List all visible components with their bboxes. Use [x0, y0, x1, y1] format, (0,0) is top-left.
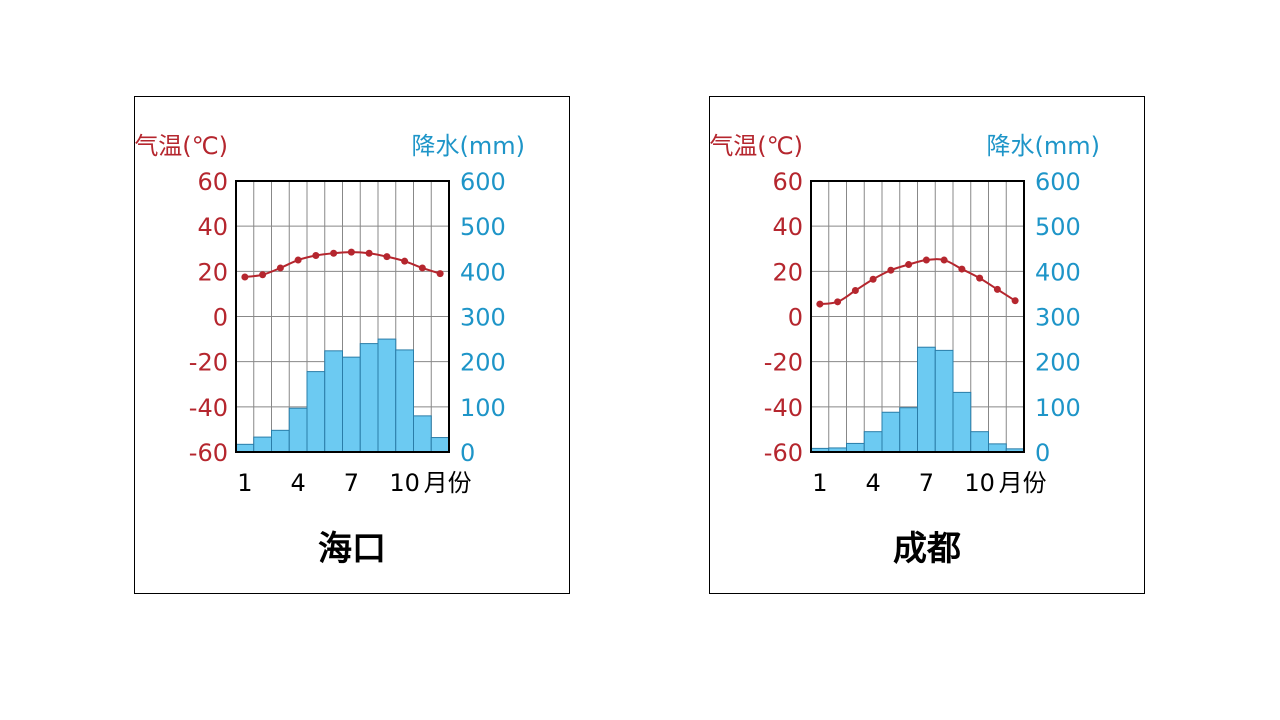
temperature-tick-label: 0 — [788, 304, 803, 332]
precipitation-tick-label: 0 — [1035, 439, 1050, 467]
temperature-point — [869, 275, 877, 283]
precipitation-tick-label: 400 — [460, 258, 506, 286]
temperature-axis-label: 气温(℃) — [710, 132, 803, 160]
temperature-tick-label: 60 — [772, 168, 803, 196]
month-axis-unit: 月份 — [424, 469, 472, 497]
month-axis-unit: 月份 — [999, 469, 1047, 497]
temperature-point — [276, 264, 284, 272]
temperature-point — [401, 257, 409, 265]
temperature-point — [887, 266, 895, 274]
temperature-tick-label: -60 — [189, 439, 228, 467]
precipitation-bar — [413, 415, 432, 453]
temperature-point — [993, 285, 1001, 293]
temperature-point — [922, 256, 930, 264]
city-name: 成都 — [893, 529, 961, 569]
precipitation-tick-label: 600 — [460, 168, 506, 196]
temperature-tick-label: 60 — [197, 168, 228, 196]
precipitation-bar — [899, 407, 918, 453]
precipitation-tick-label: 300 — [1035, 304, 1081, 332]
precipitation-bar — [970, 431, 989, 453]
month-tick-label: 7 — [344, 469, 359, 497]
month-tick-label: 1 — [237, 469, 252, 497]
temperature-point — [958, 265, 966, 273]
month-tick-label: 7 — [919, 469, 934, 497]
temperature-point — [976, 274, 984, 282]
precipitation-bar — [952, 391, 972, 453]
plot-frame — [235, 180, 450, 453]
precipitation-tick-label: 600 — [1035, 168, 1081, 196]
precipitation-tick-label: 0 — [460, 439, 475, 467]
temperature-point — [418, 264, 426, 272]
precipitation-bar — [846, 442, 865, 453]
precipitation-tick-label: 500 — [460, 213, 506, 241]
precipitation-axis-label: 降水(mm) — [987, 132, 1100, 160]
temperature-point — [312, 252, 320, 260]
climate-chart-panel: 气温(℃) 降水(mm) 60 40 20 0 -20 -40 -60 600 500 400 300 2… — [134, 96, 570, 594]
precipitation-bar — [359, 343, 379, 453]
precipitation-bar — [377, 338, 397, 453]
precipitation-bar — [395, 349, 414, 453]
temperature-point — [383, 253, 391, 261]
temperature-tick-label: -20 — [189, 349, 228, 377]
temperature-tick-label: -40 — [764, 394, 803, 422]
precipitation-bar — [342, 356, 361, 453]
precipitation-bar — [253, 436, 272, 453]
climate-chart: 气温(℃) 降水(mm)6040200-20-40-606005004003002… — [135, 132, 525, 497]
temperature-point — [330, 249, 338, 257]
precipitation-bar — [306, 371, 326, 453]
temperature-tick-label: 40 — [772, 213, 803, 241]
climate-chart: 气温(℃) 降水(mm)6040200-20-40-606005004003002… — [710, 132, 1100, 497]
precipitation-bar — [324, 350, 343, 453]
temperature-tick-label: 20 — [197, 258, 228, 286]
temperature-tick-label: -20 — [764, 349, 803, 377]
climate-chart-panel: 气温(℃) 降水(mm) 60 40 20 0 -20 -40 -60 600 500 400 300 2… — [709, 96, 1145, 594]
precipitation-bar — [288, 407, 308, 453]
month-tick-label: 4 — [290, 469, 305, 497]
precipitation-tick-label: 100 — [1035, 394, 1081, 422]
month-tick-label: 1 — [812, 469, 827, 497]
temperature-tick-label: -40 — [189, 394, 228, 422]
temperature-point — [436, 270, 444, 278]
month-tick-label: 10 — [964, 469, 995, 497]
temperature-point — [940, 256, 948, 264]
precipitation-tick-label: 200 — [1035, 349, 1081, 377]
temperature-point — [834, 298, 842, 306]
precipitation-bar — [430, 437, 450, 453]
temperature-tick-label: 40 — [197, 213, 228, 241]
temperature-point — [905, 261, 913, 269]
month-tick-label: 4 — [865, 469, 880, 497]
precipitation-bar — [881, 411, 901, 453]
temperature-point — [365, 249, 373, 257]
temperature-point — [294, 256, 302, 264]
temperature-point — [851, 287, 859, 295]
temperature-point — [816, 300, 824, 308]
temperature-tick-label: -60 — [764, 439, 803, 467]
precipitation-tick-label: 300 — [460, 304, 506, 332]
precipitation-bar — [271, 429, 290, 453]
precipitation-tick-label: 400 — [1035, 258, 1081, 286]
precipitation-bar — [917, 346, 936, 453]
temperature-point — [259, 271, 267, 279]
precipitation-tick-label: 100 — [460, 394, 506, 422]
precipitation-bar — [235, 443, 255, 453]
precipitation-tick-label: 200 — [460, 349, 506, 377]
city-name: 海口 — [318, 529, 386, 569]
temperature-tick-label: 20 — [772, 258, 803, 286]
precipitation-tick-label: 500 — [1035, 213, 1081, 241]
temperature-axis-label: 气温(℃) — [135, 132, 228, 160]
temperature-tick-label: 0 — [213, 304, 228, 332]
precipitation-bar — [934, 349, 954, 453]
temperature-point — [347, 248, 355, 256]
precipitation-bar — [988, 443, 1007, 453]
month-tick-label: 10 — [389, 469, 420, 497]
temperature-point — [241, 273, 249, 281]
precipitation-axis-label: 降水(mm) — [412, 132, 525, 160]
temperature-point — [1011, 297, 1019, 305]
plot-frame — [810, 180, 1025, 453]
precipitation-bar — [863, 431, 883, 453]
